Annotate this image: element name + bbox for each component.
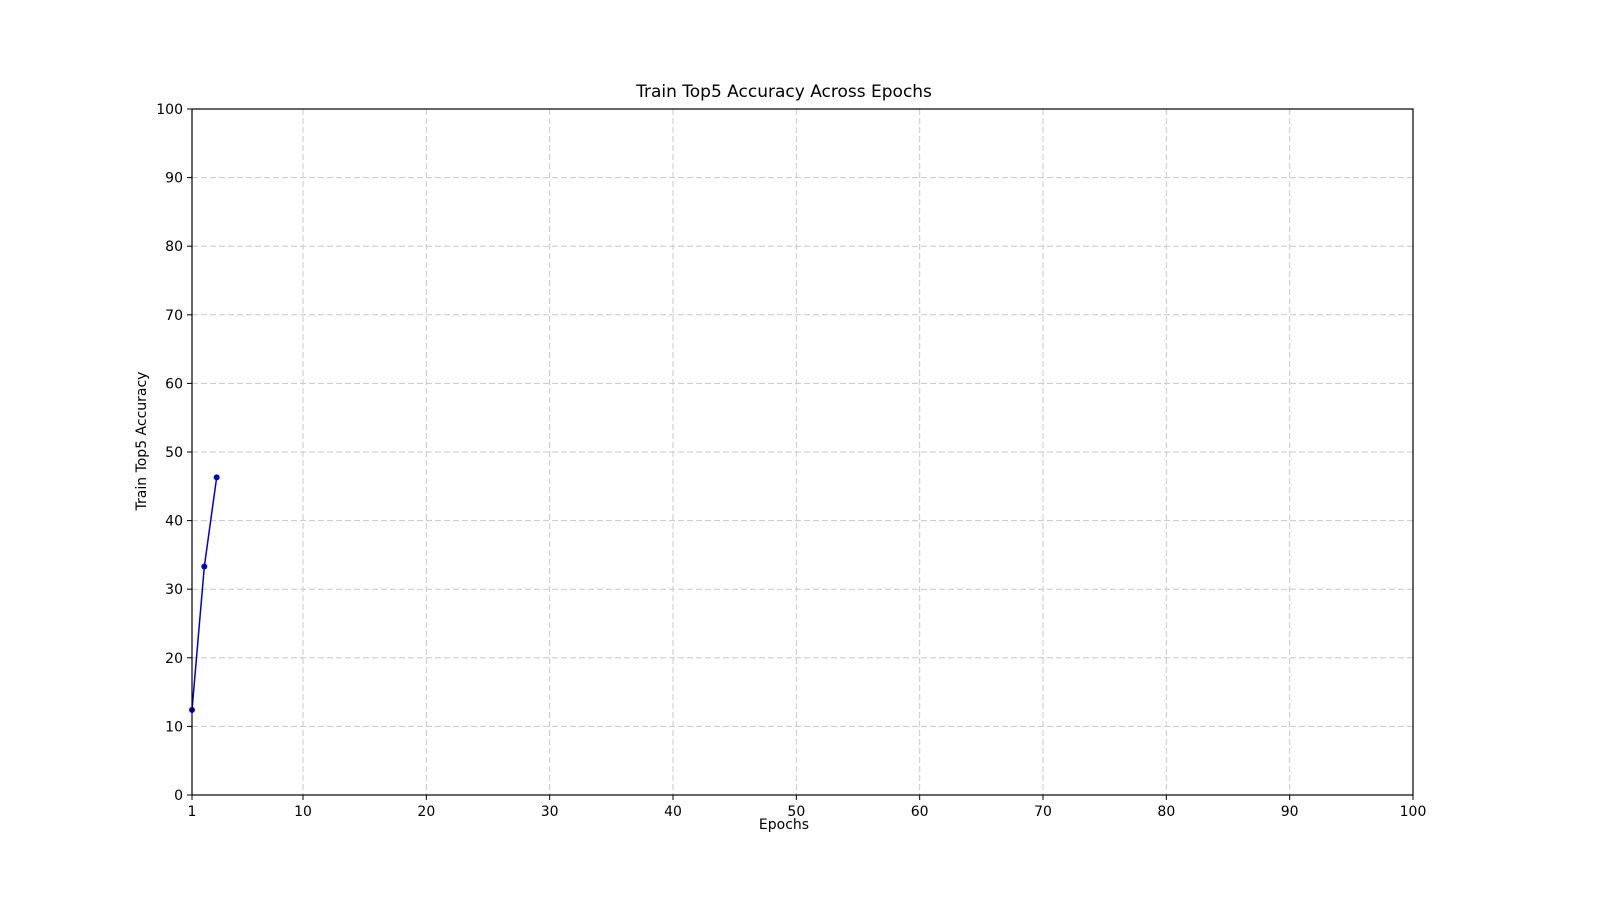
y-tick-label: 100 [156,102,183,118]
grid-lines [192,109,1413,795]
x-tick-label: 20 [417,804,435,820]
y-tick-label: 70 [165,308,183,324]
x-tick-label: 70 [1034,804,1052,820]
y-tick-label: 10 [165,719,183,735]
y-tick-label: 20 [165,651,183,667]
x-tick-label: 100 [1400,804,1427,820]
y-tick-label: 30 [165,582,183,598]
data-point [213,474,220,481]
x-axis-label: Epochs [759,817,809,833]
x-tick-label: 50 [787,804,805,820]
x-tick-label: 10 [294,804,312,820]
x-tick-label: 40 [664,804,682,820]
x-tick-label: 30 [541,804,559,820]
x-tick-label: 1 [188,804,197,820]
series-line [191,477,218,711]
data-point [201,563,208,570]
plot-frame [191,108,1414,796]
y-tick-label: 50 [165,445,183,461]
chart-title: Train Top5 Accuracy Across Epochs [635,82,932,102]
x-tick-label: 80 [1157,804,1175,820]
y-tick-label: 90 [165,171,183,187]
y-tick-label: 40 [165,514,183,530]
x-tick-label: 60 [911,804,929,820]
x-tick-label: 90 [1281,804,1299,820]
series-layer [189,474,220,713]
axis-ticks: 1 10 20 30 40 50 60 70 80 90 100 0 10 20 30 40 50 60 70 80 9… [156,102,1426,820]
y-tick-label: 60 [165,376,183,392]
y-tick-label: 0 [174,788,183,804]
y-axis-label: Train Top5 Accuracy [134,372,150,512]
y-tick-label: 80 [165,239,183,255]
